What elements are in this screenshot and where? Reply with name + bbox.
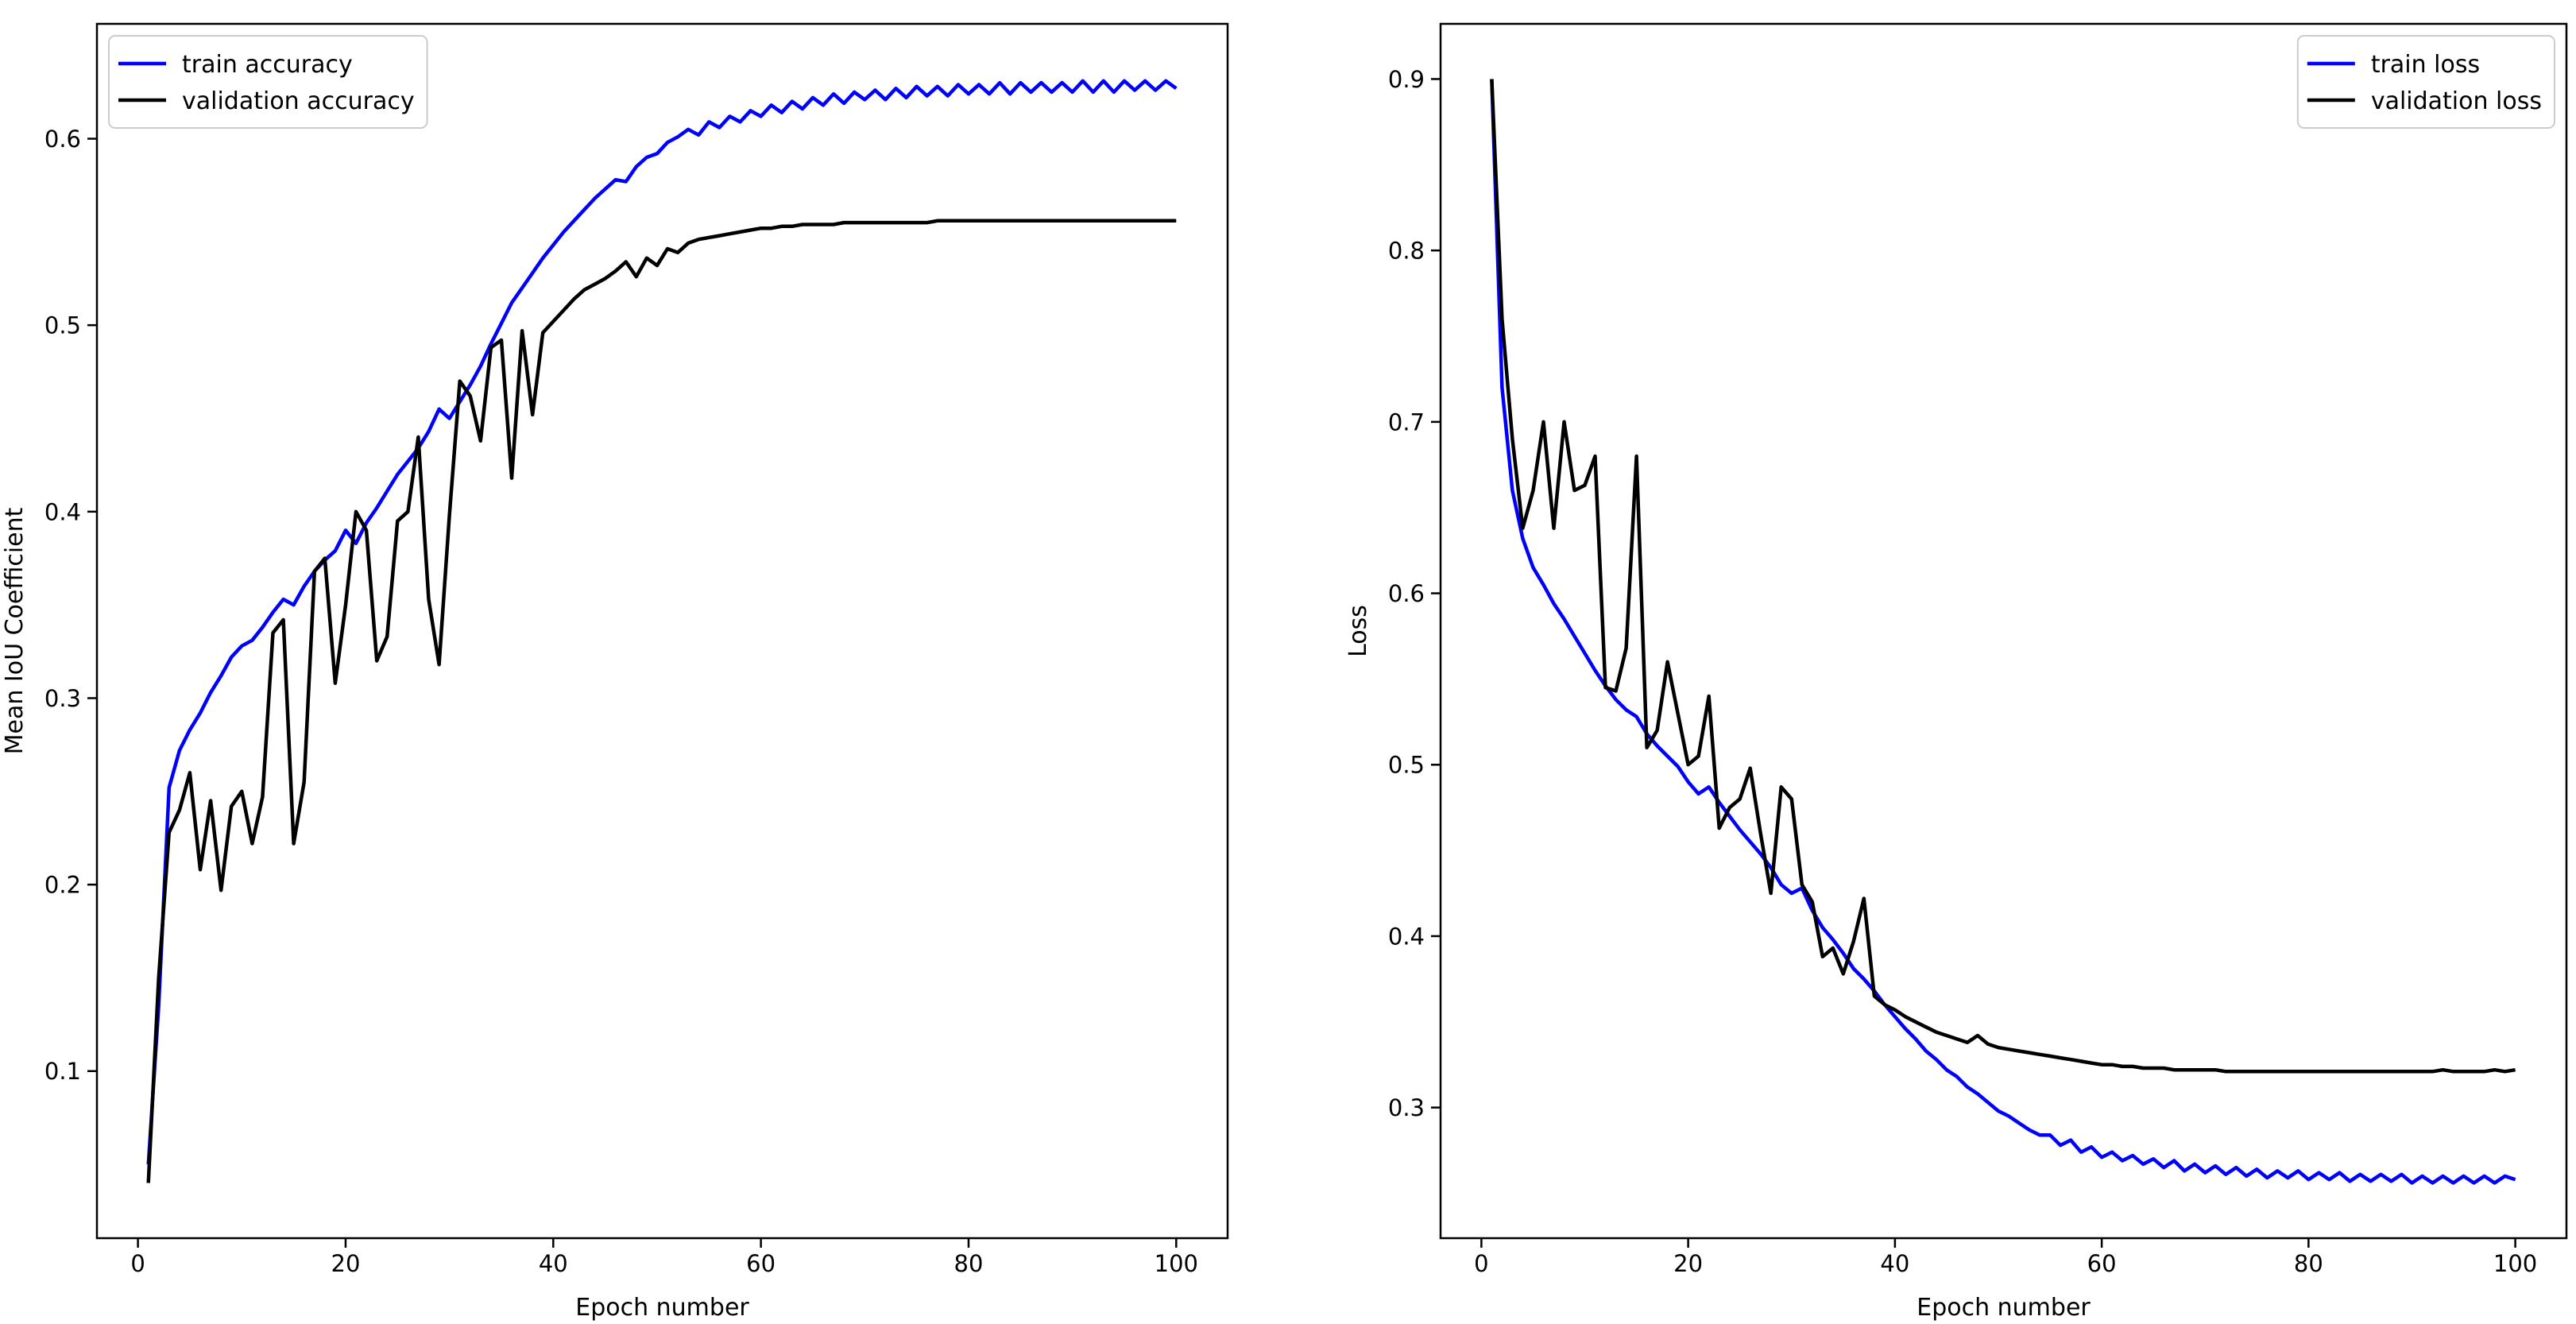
x-axis-tick-label: 20 bbox=[1673, 1250, 1703, 1277]
y-axis-tick-label: 0.5 bbox=[44, 312, 81, 339]
y-axis-tick-label: 0.9 bbox=[1388, 66, 1425, 93]
y-axis-tick-label: 0.2 bbox=[44, 872, 81, 899]
x-axis-tick-label: 0 bbox=[1474, 1250, 1488, 1277]
y-axis-label: Mean IoU Coefficient bbox=[1, 507, 29, 754]
y-axis-tick-label: 0.4 bbox=[1388, 923, 1425, 950]
x-axis-label: Epoch number bbox=[575, 1294, 749, 1322]
panel-1-plot-area bbox=[1439, 22, 2568, 1240]
legend-label: validation accuracy bbox=[182, 87, 415, 115]
legend-box bbox=[2296, 35, 2555, 129]
x-axis-label: Epoch number bbox=[1917, 1294, 2091, 1322]
x-axis-tick-label: 0 bbox=[130, 1250, 145, 1277]
y-axis-label: Loss bbox=[1344, 605, 1372, 657]
y-axis-tick-label: 0.3 bbox=[1388, 1094, 1425, 1121]
y-axis-tick-label: 0.4 bbox=[44, 498, 81, 525]
x-axis-tick-label: 40 bbox=[539, 1250, 568, 1277]
y-axis-tick-label: 0.6 bbox=[44, 126, 81, 153]
train-accuracy-line bbox=[146, 79, 1178, 1165]
validation-loss-line bbox=[1490, 79, 2516, 1074]
legend-label: train accuracy bbox=[182, 51, 353, 79]
x-axis-tick-label: 60 bbox=[2087, 1250, 2117, 1277]
y-axis-tick-label: 0.1 bbox=[44, 1058, 81, 1085]
legend-box bbox=[108, 35, 428, 129]
x-axis-tick-label: 20 bbox=[331, 1250, 361, 1277]
y-axis-tick-label: 0.7 bbox=[1388, 408, 1425, 436]
train-loss-line bbox=[1490, 79, 2516, 1185]
y-axis-tick-label: 0.5 bbox=[1388, 752, 1425, 779]
y-axis-tick-label: 0.3 bbox=[44, 685, 81, 712]
x-axis-tick-label: 100 bbox=[1155, 1250, 1198, 1277]
legend-label: validation loss bbox=[2371, 87, 2542, 115]
x-axis-tick-label: 100 bbox=[2493, 1250, 2537, 1277]
x-axis-tick-label: 80 bbox=[954, 1250, 984, 1277]
legend-label: train loss bbox=[2371, 51, 2480, 79]
y-axis-tick-label: 0.6 bbox=[1388, 580, 1425, 607]
x-axis-tick-label: 60 bbox=[746, 1250, 776, 1277]
panel-0-plot-area bbox=[95, 22, 1229, 1240]
y-axis-tick-label: 0.8 bbox=[1388, 238, 1425, 265]
x-axis-tick-label: 80 bbox=[2294, 1250, 2323, 1277]
x-axis-tick-label: 40 bbox=[1880, 1250, 1909, 1277]
validation-accuracy-line bbox=[146, 219, 1177, 1183]
